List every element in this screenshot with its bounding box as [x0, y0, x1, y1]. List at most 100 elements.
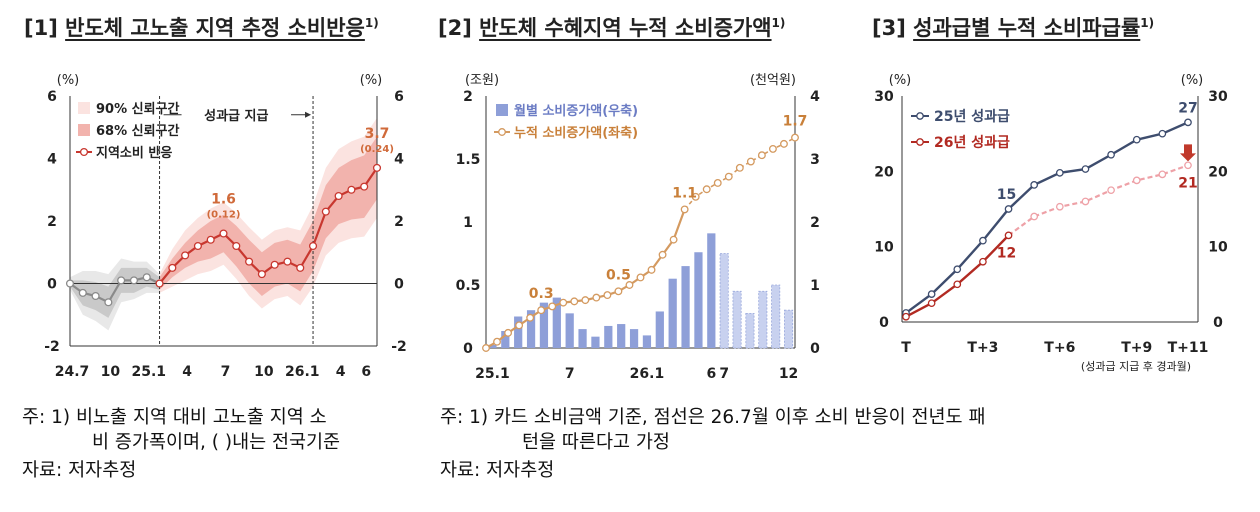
- data-point: [155, 279, 164, 288]
- data-point: [647, 265, 656, 274]
- x-tick-label: 7: [221, 364, 231, 380]
- data-point: [104, 298, 113, 307]
- data-point-2026: [1132, 176, 1141, 185]
- data-point-2026: [953, 280, 962, 289]
- data-point-2026: [1158, 170, 1167, 179]
- legend-marker-2026: [916, 138, 924, 146]
- data-point: [181, 251, 190, 260]
- data-point: [65, 279, 75, 288]
- data-point-2026: [1184, 161, 1192, 170]
- panel1-title-number: [1]: [24, 16, 58, 40]
- bar-monthly: [745, 312, 755, 349]
- data-point: [592, 293, 601, 302]
- data-point-2025: [1158, 129, 1167, 138]
- bar-monthly: [707, 233, 716, 348]
- data-point: [232, 241, 241, 251]
- bar-monthly: [732, 290, 742, 349]
- bar-monthly: [719, 253, 729, 349]
- panel3-title: [3] 성과급별 누적 소비파급률1): [872, 12, 1154, 42]
- data-label: 12: [997, 245, 1016, 261]
- data-point: [270, 260, 279, 269]
- data-point-2026: [1055, 202, 1064, 211]
- data-point-2026: [1081, 197, 1090, 206]
- data-point: [283, 257, 292, 266]
- y-tick-left: 0: [879, 315, 889, 331]
- data-point: [257, 270, 266, 279]
- data-point: [321, 207, 330, 216]
- panel3-title-text: 성과급별 누적 소비파급률: [913, 16, 1141, 40]
- y-tick-left: 0: [463, 341, 473, 357]
- x-tick-label: 26.1: [630, 366, 665, 382]
- panel1-title-footnote: 1): [364, 16, 379, 30]
- panel2-title-number: [2]: [438, 16, 472, 40]
- data-point: [559, 298, 568, 307]
- data-point-2026: [1107, 186, 1115, 195]
- panel3-title-number: [3]: [872, 16, 906, 40]
- data-point-2025: [1184, 118, 1192, 127]
- red-band-90: [159, 117, 377, 309]
- y-tick-right: 4: [394, 152, 404, 168]
- data-label: 3.7: [365, 126, 390, 142]
- data-point: [570, 297, 579, 306]
- y-unit-left: (%): [57, 73, 80, 88]
- bar-monthly: [655, 311, 664, 348]
- y-tick-right: 0: [394, 277, 404, 293]
- x-tick-label: 25.1: [131, 364, 166, 380]
- legend-swatch-68: [78, 124, 90, 136]
- bar-monthly: [629, 329, 639, 348]
- bar-monthly: [552, 297, 561, 348]
- bar-monthly: [514, 316, 523, 348]
- legend-marker-2025: [916, 112, 924, 120]
- data-point-2025: [1004, 205, 1013, 213]
- x-tick-label: 6: [361, 364, 371, 380]
- panel3-title-footnote: 1): [1140, 16, 1155, 30]
- bar-monthly: [642, 335, 652, 348]
- x-tick-label: T+6: [1044, 340, 1075, 356]
- y-tick-right: 10: [1208, 240, 1228, 256]
- data-point: [780, 139, 788, 148]
- y-tick-left: -2: [44, 339, 60, 355]
- bar-monthly: [578, 329, 587, 348]
- data-point: [680, 205, 689, 214]
- data-point-2025: [1081, 165, 1090, 173]
- data-point-2025: [1132, 135, 1141, 144]
- y-tick-left: 4: [47, 152, 57, 168]
- data-point: [245, 257, 254, 266]
- down-arrow-icon: [1180, 144, 1196, 162]
- data-point: [581, 296, 590, 305]
- data-point-2025: [1055, 168, 1064, 177]
- data-point: [614, 287, 623, 296]
- y-tick-right: 6: [394, 89, 404, 105]
- data-point-2026: [902, 312, 910, 321]
- y-unit-right: (%): [360, 73, 383, 88]
- y-unit-left: (조원): [465, 73, 499, 88]
- data-point-2026: [1030, 212, 1039, 221]
- y-tick-right: 3: [810, 152, 820, 168]
- bar-monthly: [668, 278, 677, 348]
- data-point-2025: [1107, 150, 1115, 159]
- x-tick-label: 7: [565, 366, 575, 382]
- data-point: [746, 157, 755, 166]
- bar-monthly: [565, 313, 574, 348]
- x-tick-label: 4: [336, 364, 346, 380]
- legend-label-2025: 25년 성과급: [934, 109, 1010, 125]
- y-tick-right: 30: [1208, 89, 1228, 105]
- note-mid-line2: 턴을 따른다고 가정: [522, 432, 670, 453]
- bar-monthly: [617, 324, 626, 348]
- series-line-cumulative-assumed: [684, 136, 796, 210]
- panel2-title: [2] 반도체 수혜지역 누적 소비증가액1): [438, 12, 785, 42]
- series-line-bonus-2026-assumed: [1007, 164, 1189, 237]
- red-band-68: [159, 136, 377, 296]
- data-point: [168, 263, 177, 272]
- data-point: [702, 185, 711, 194]
- x-tick-label: 26.1: [285, 364, 320, 380]
- data-point-2025: [927, 290, 936, 298]
- data-point: [372, 163, 382, 172]
- x-tick-label: 10: [101, 364, 121, 380]
- y-tick-left: 1: [463, 215, 473, 231]
- bar-monthly: [539, 302, 549, 348]
- panel1-title: [1] 반도체 고노출 지역 추정 소비반응1): [24, 12, 379, 42]
- bar-monthly: [771, 284, 781, 349]
- bar-monthly: [758, 290, 768, 349]
